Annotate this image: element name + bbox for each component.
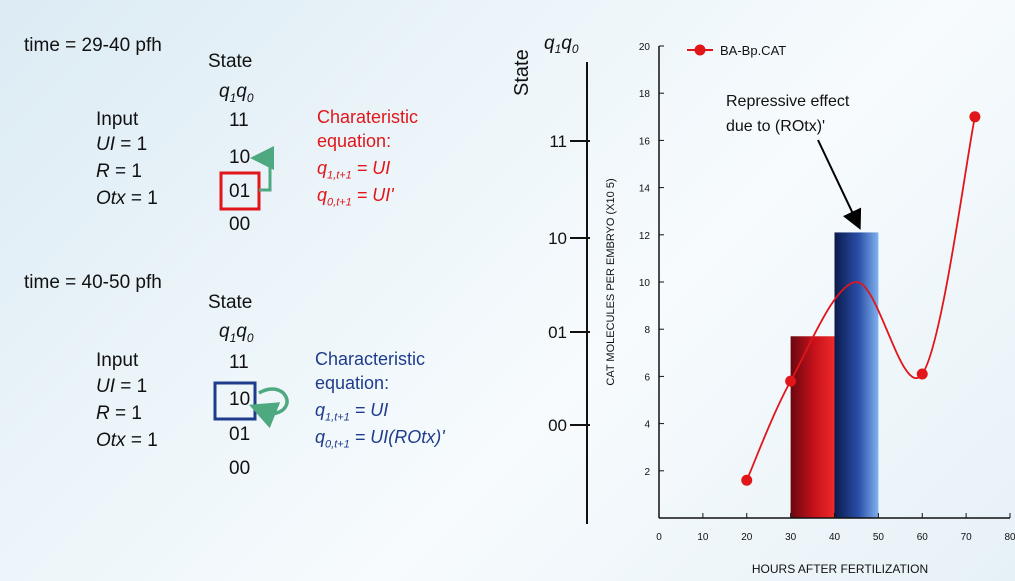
input-r-1: R = 1 bbox=[96, 161, 142, 182]
state-vars-1: q1q0 bbox=[219, 81, 254, 105]
x-tick-label-70: 70 bbox=[961, 532, 973, 543]
x-tick-label-30: 30 bbox=[785, 532, 797, 543]
data-point-x60 bbox=[916, 368, 928, 380]
annotation-arrow bbox=[817, 139, 862, 230]
input-label-2: Input bbox=[96, 350, 139, 371]
time-label-2: time = 40-50 pfh bbox=[24, 272, 162, 293]
self-loop-arrow-2 bbox=[249, 387, 289, 429]
data-point-x20 bbox=[741, 474, 753, 486]
y-tick-label-2: 2 bbox=[644, 467, 650, 478]
y-tick-label-4: 4 bbox=[644, 420, 650, 431]
eq-title-2b: equation: bbox=[315, 373, 390, 393]
eq-line-1b: q0,t+1 = UI' bbox=[317, 185, 394, 209]
y-tick-label-18: 18 bbox=[639, 89, 651, 100]
state-label-1: State bbox=[208, 51, 253, 72]
state-01-b1: 01 bbox=[229, 181, 251, 202]
eq-line-1a: q1,t+1 = UI bbox=[317, 158, 391, 182]
eq-title-1b: equation: bbox=[317, 131, 392, 151]
transition-arrow-1 bbox=[250, 146, 274, 192]
y-tick-label-6: 6 bbox=[644, 372, 650, 383]
eq-line-2a: q1,t+1 = UI bbox=[315, 400, 389, 424]
plot-area: 2 4 6 8 10 12 14 16 18 20 0 10 20 30 40 50 60 70 80 HOURS A… bbox=[605, 42, 1015, 576]
x-tick-label-40: 40 bbox=[829, 532, 841, 543]
state-axis-vars: q1q0 bbox=[544, 33, 579, 56]
legend-marker bbox=[694, 44, 706, 56]
bar-30-40 bbox=[790, 336, 835, 518]
input-otx-2: Otx = 1 bbox=[96, 430, 158, 451]
x-tick-label-0: 0 bbox=[656, 532, 662, 543]
input-ui-1: UI = 1 bbox=[96, 134, 148, 155]
state-01-b2: 01 bbox=[229, 424, 251, 445]
input-otx-1: Otx = 1 bbox=[96, 188, 158, 209]
highlight-box-1 bbox=[219, 171, 261, 211]
eq-title-2a: Characteristic bbox=[315, 349, 426, 369]
annotation-line-1: Repressive effect bbox=[726, 93, 850, 110]
y-tick-label-8: 8 bbox=[644, 325, 650, 336]
x-tick-label-50: 50 bbox=[873, 532, 885, 543]
input-r-2: R = 1 bbox=[96, 403, 142, 424]
highlight-box-2 bbox=[213, 381, 257, 421]
series-line-ba-bp-cat bbox=[745, 116, 976, 481]
state-00-b1: 00 bbox=[229, 214, 251, 235]
state-tick-label-00: 00 bbox=[548, 416, 567, 435]
state-tick-label-10: 10 bbox=[548, 229, 567, 248]
eq-title-1a: Charateristic bbox=[317, 107, 419, 127]
annotation-line-2: due to (ROtx)' bbox=[726, 118, 825, 135]
state-tick-label-11: 11 bbox=[549, 132, 567, 151]
y-tick-label-14: 14 bbox=[639, 184, 651, 195]
state-label-2: State bbox=[208, 292, 253, 313]
x-tick-label-10: 10 bbox=[697, 532, 709, 543]
state-axis-ticks: 11 10 01 00 bbox=[548, 132, 590, 435]
y-axis-label: CAT MOLECULES PER EMBRYO (X10 5) bbox=[605, 178, 617, 385]
data-point-x72 bbox=[969, 111, 981, 123]
y-tick-label-16: 16 bbox=[639, 136, 651, 147]
input-ui-2: UI = 1 bbox=[96, 376, 148, 397]
y-tick-label-20: 20 bbox=[639, 42, 651, 53]
y-tick-label-10: 10 bbox=[639, 278, 651, 289]
x-tick-label-80: 80 bbox=[1004, 532, 1015, 543]
x-axis-label: HOURS AFTER FERTILIZATION bbox=[752, 562, 928, 576]
state-vars-2: q1q0 bbox=[219, 321, 254, 345]
legend-label: BA-Bp.CAT bbox=[720, 43, 786, 58]
data-point-x30 bbox=[785, 375, 797, 387]
state-tick-label-01: 01 bbox=[548, 323, 567, 342]
time-label-1: time = 29-40 pfh bbox=[24, 35, 162, 56]
eq-line-2b: q0,t+1 = UI(ROtx)' bbox=[315, 427, 445, 451]
state-10-b1: 10 bbox=[229, 147, 251, 168]
state-11-b1: 11 bbox=[229, 110, 249, 131]
state-11-b2: 11 bbox=[229, 352, 249, 373]
y-tick-label-12: 12 bbox=[639, 231, 651, 242]
x-tick-label-20: 20 bbox=[741, 532, 753, 543]
input-label-1: Input bbox=[96, 109, 139, 130]
bar-40-50 bbox=[834, 232, 879, 518]
x-tick-label-60: 60 bbox=[917, 532, 929, 543]
state-10-b2: 10 bbox=[229, 389, 251, 410]
state-00-b2: 00 bbox=[229, 458, 251, 479]
state-axis-title: State bbox=[511, 49, 533, 96]
